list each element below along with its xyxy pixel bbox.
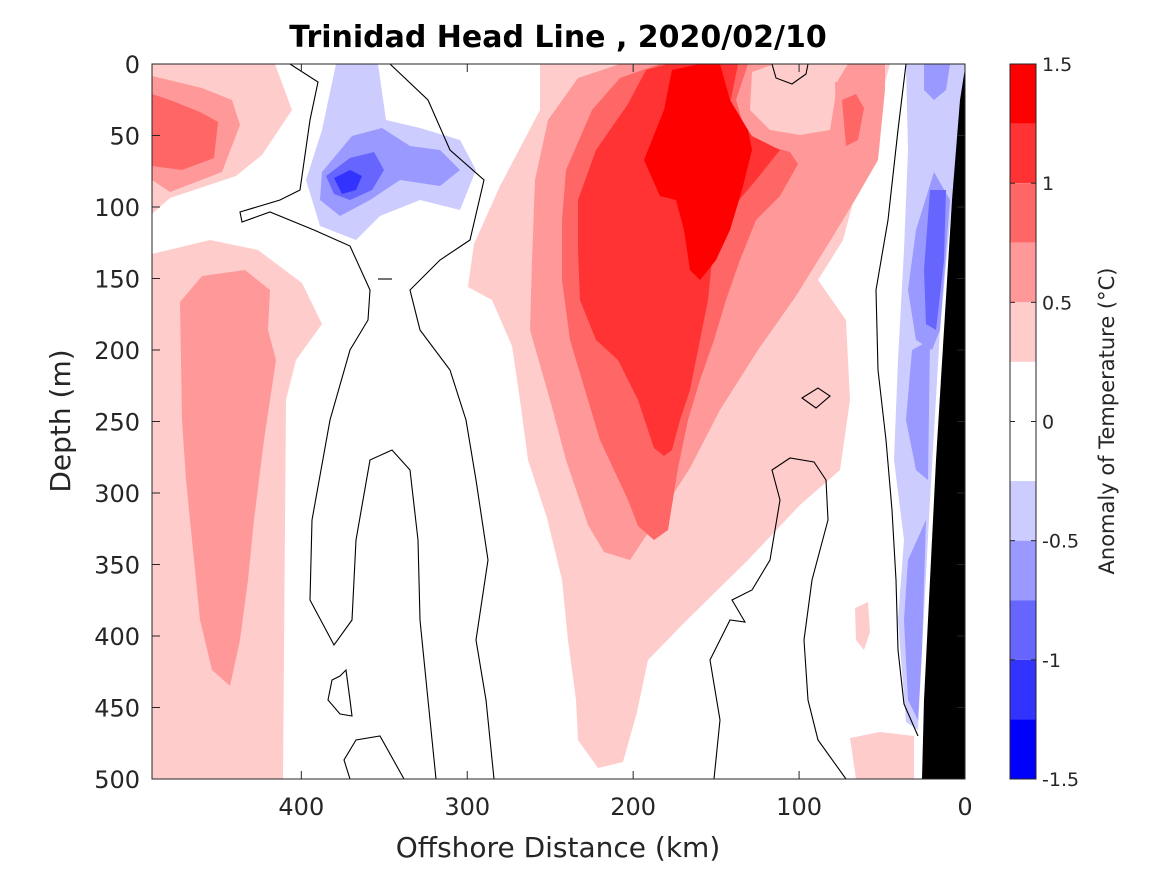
colorbar-segment bbox=[1010, 481, 1036, 541]
y-axis-ticks: 0 50 100 150 200 250 300 350 400 450 500 bbox=[94, 51, 965, 794]
contour-warm-strong-left bbox=[152, 94, 218, 170]
colorbar-tick-label: -1 bbox=[1042, 650, 1061, 672]
colorbar-tick-label: 1 bbox=[1042, 173, 1054, 195]
colorbar-segment bbox=[1010, 600, 1036, 660]
colorbar-label: Anomaly of Temperature (°C) bbox=[1095, 268, 1119, 575]
y-tick-label: 300 bbox=[94, 480, 140, 508]
colorbar-segment bbox=[1010, 64, 1036, 124]
colorbar-tick-label: 1.5 bbox=[1042, 54, 1072, 76]
y-tick-label: 200 bbox=[94, 337, 140, 365]
x-tick-label: 300 bbox=[444, 793, 490, 821]
y-tick-label: 450 bbox=[94, 695, 140, 723]
colorbar-segment bbox=[1010, 719, 1036, 779]
contour-warm-medium-band bbox=[180, 270, 276, 686]
colorbar-segment bbox=[1010, 659, 1036, 720]
plot-area bbox=[152, 64, 965, 779]
colorbar-segment bbox=[1010, 183, 1036, 243]
contour-cold-strong-nearshore bbox=[924, 190, 946, 330]
y-tick-label: 100 bbox=[94, 194, 140, 222]
contour-warm-strong-right bbox=[842, 94, 864, 146]
y-tick-label: 0 bbox=[125, 51, 140, 79]
y-tick-label: 500 bbox=[94, 766, 140, 794]
zero-contour-lines bbox=[239, 64, 919, 779]
y-tick-label: 250 bbox=[94, 409, 140, 437]
colorbar-tick-label: -1.5 bbox=[1042, 769, 1079, 791]
x-axis-label: Offshore Distance (km) bbox=[396, 831, 721, 864]
colorbar-segment bbox=[1010, 540, 1036, 601]
x-tick-label: 100 bbox=[776, 793, 822, 821]
x-tick-label: 400 bbox=[278, 793, 324, 821]
contour-warm-light-bottom bbox=[850, 732, 914, 779]
x-axis-ticks: 400 300 200 100 0 bbox=[278, 64, 973, 821]
colorbar-tick-label: -0.5 bbox=[1042, 531, 1079, 553]
colorbar-segment bbox=[1010, 302, 1036, 362]
colorbar-tick-label: 0.5 bbox=[1042, 292, 1072, 314]
x-tick-label: 0 bbox=[957, 793, 972, 821]
contour-warm-max bbox=[644, 64, 752, 280]
y-tick-label: 50 bbox=[109, 123, 140, 151]
colorbar-tick-label: 0 bbox=[1042, 412, 1054, 434]
y-axis-label: Depth (m) bbox=[44, 349, 77, 492]
y-tick-label: 400 bbox=[94, 623, 140, 651]
chart-title: Trinidad Head Line , 2020/02/10 bbox=[289, 20, 826, 55]
contour-cold-max-eddy bbox=[334, 170, 362, 194]
y-tick-label: 150 bbox=[94, 266, 140, 294]
colorbar-segment bbox=[1010, 123, 1036, 184]
contour-warm-light-patch bbox=[855, 602, 870, 650]
y-tick-label: 350 bbox=[94, 552, 140, 580]
colorbar-segment bbox=[1010, 242, 1036, 303]
colorbar: 1.5 1 0.5 0 -0.5 -1 -1.5 bbox=[1009, 54, 1079, 791]
x-tick-label: 200 bbox=[610, 793, 656, 821]
bathymetry bbox=[922, 68, 965, 779]
